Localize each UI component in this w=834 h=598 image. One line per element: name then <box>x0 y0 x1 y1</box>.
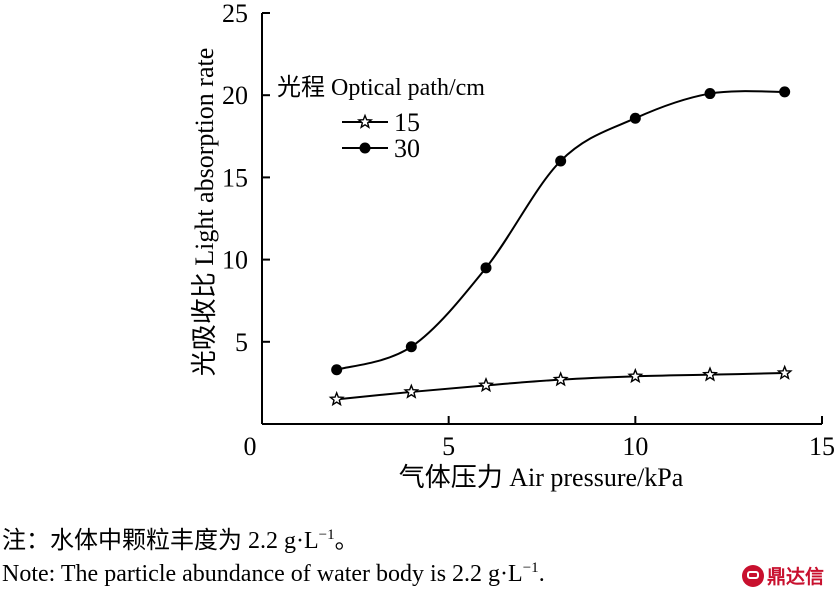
legend-label-15: 15 <box>394 108 420 137</box>
x-axis-label: 气体压力 Air pressure/kPa <box>399 463 684 492</box>
legend-label-30: 30 <box>394 134 420 163</box>
data-point-30 <box>704 88 716 100</box>
y-tick-label: 25 <box>222 0 248 28</box>
legend-marker-15 <box>356 113 374 129</box>
data-point-15 <box>776 364 793 380</box>
x-tick-label: 5 <box>442 432 455 461</box>
data-point-15 <box>552 371 569 387</box>
data-point-15 <box>477 376 495 393</box>
data-point-30 <box>629 112 641 124</box>
chart-series <box>328 86 793 407</box>
data-point-15 <box>403 383 420 399</box>
data-point-30 <box>555 155 567 167</box>
chart-axes <box>261 13 822 425</box>
legend-marker-30 <box>359 142 371 154</box>
watermark-text: 鼎达信 <box>766 566 824 588</box>
footnote-chinese: 注：水体中颗粒丰度为 2.2 g·L−1。 <box>2 527 359 554</box>
y-tick-label: 5 <box>235 328 248 357</box>
y-axis-label: 光吸收比 Light absorption rate <box>190 48 219 377</box>
legend-title: 光程 Optical path/cm <box>277 74 485 101</box>
data-point-15 <box>627 367 644 384</box>
y-tick-label: 15 <box>222 163 248 192</box>
data-point-30 <box>480 262 492 274</box>
footnote-english: Note: The particle abundance of water bo… <box>2 560 545 587</box>
x-tick-label: 15 <box>809 432 834 461</box>
data-point-30 <box>405 341 417 353</box>
y-tick-label: 10 <box>222 246 248 275</box>
data-point-30 <box>331 364 343 376</box>
chart-ticks: 0 5 10 15 5 10 15 20 25 <box>222 0 834 461</box>
x-tick-label: 0 <box>244 432 257 461</box>
data-point-15 <box>328 390 345 407</box>
x-tick-label: 10 <box>622 432 648 461</box>
watermark-logo-icon <box>741 564 764 587</box>
y-tick-label: 20 <box>222 81 248 110</box>
watermark-logo: 鼎达信 <box>741 562 824 589</box>
data-point-30 <box>779 86 791 98</box>
data-point-15 <box>701 366 719 382</box>
